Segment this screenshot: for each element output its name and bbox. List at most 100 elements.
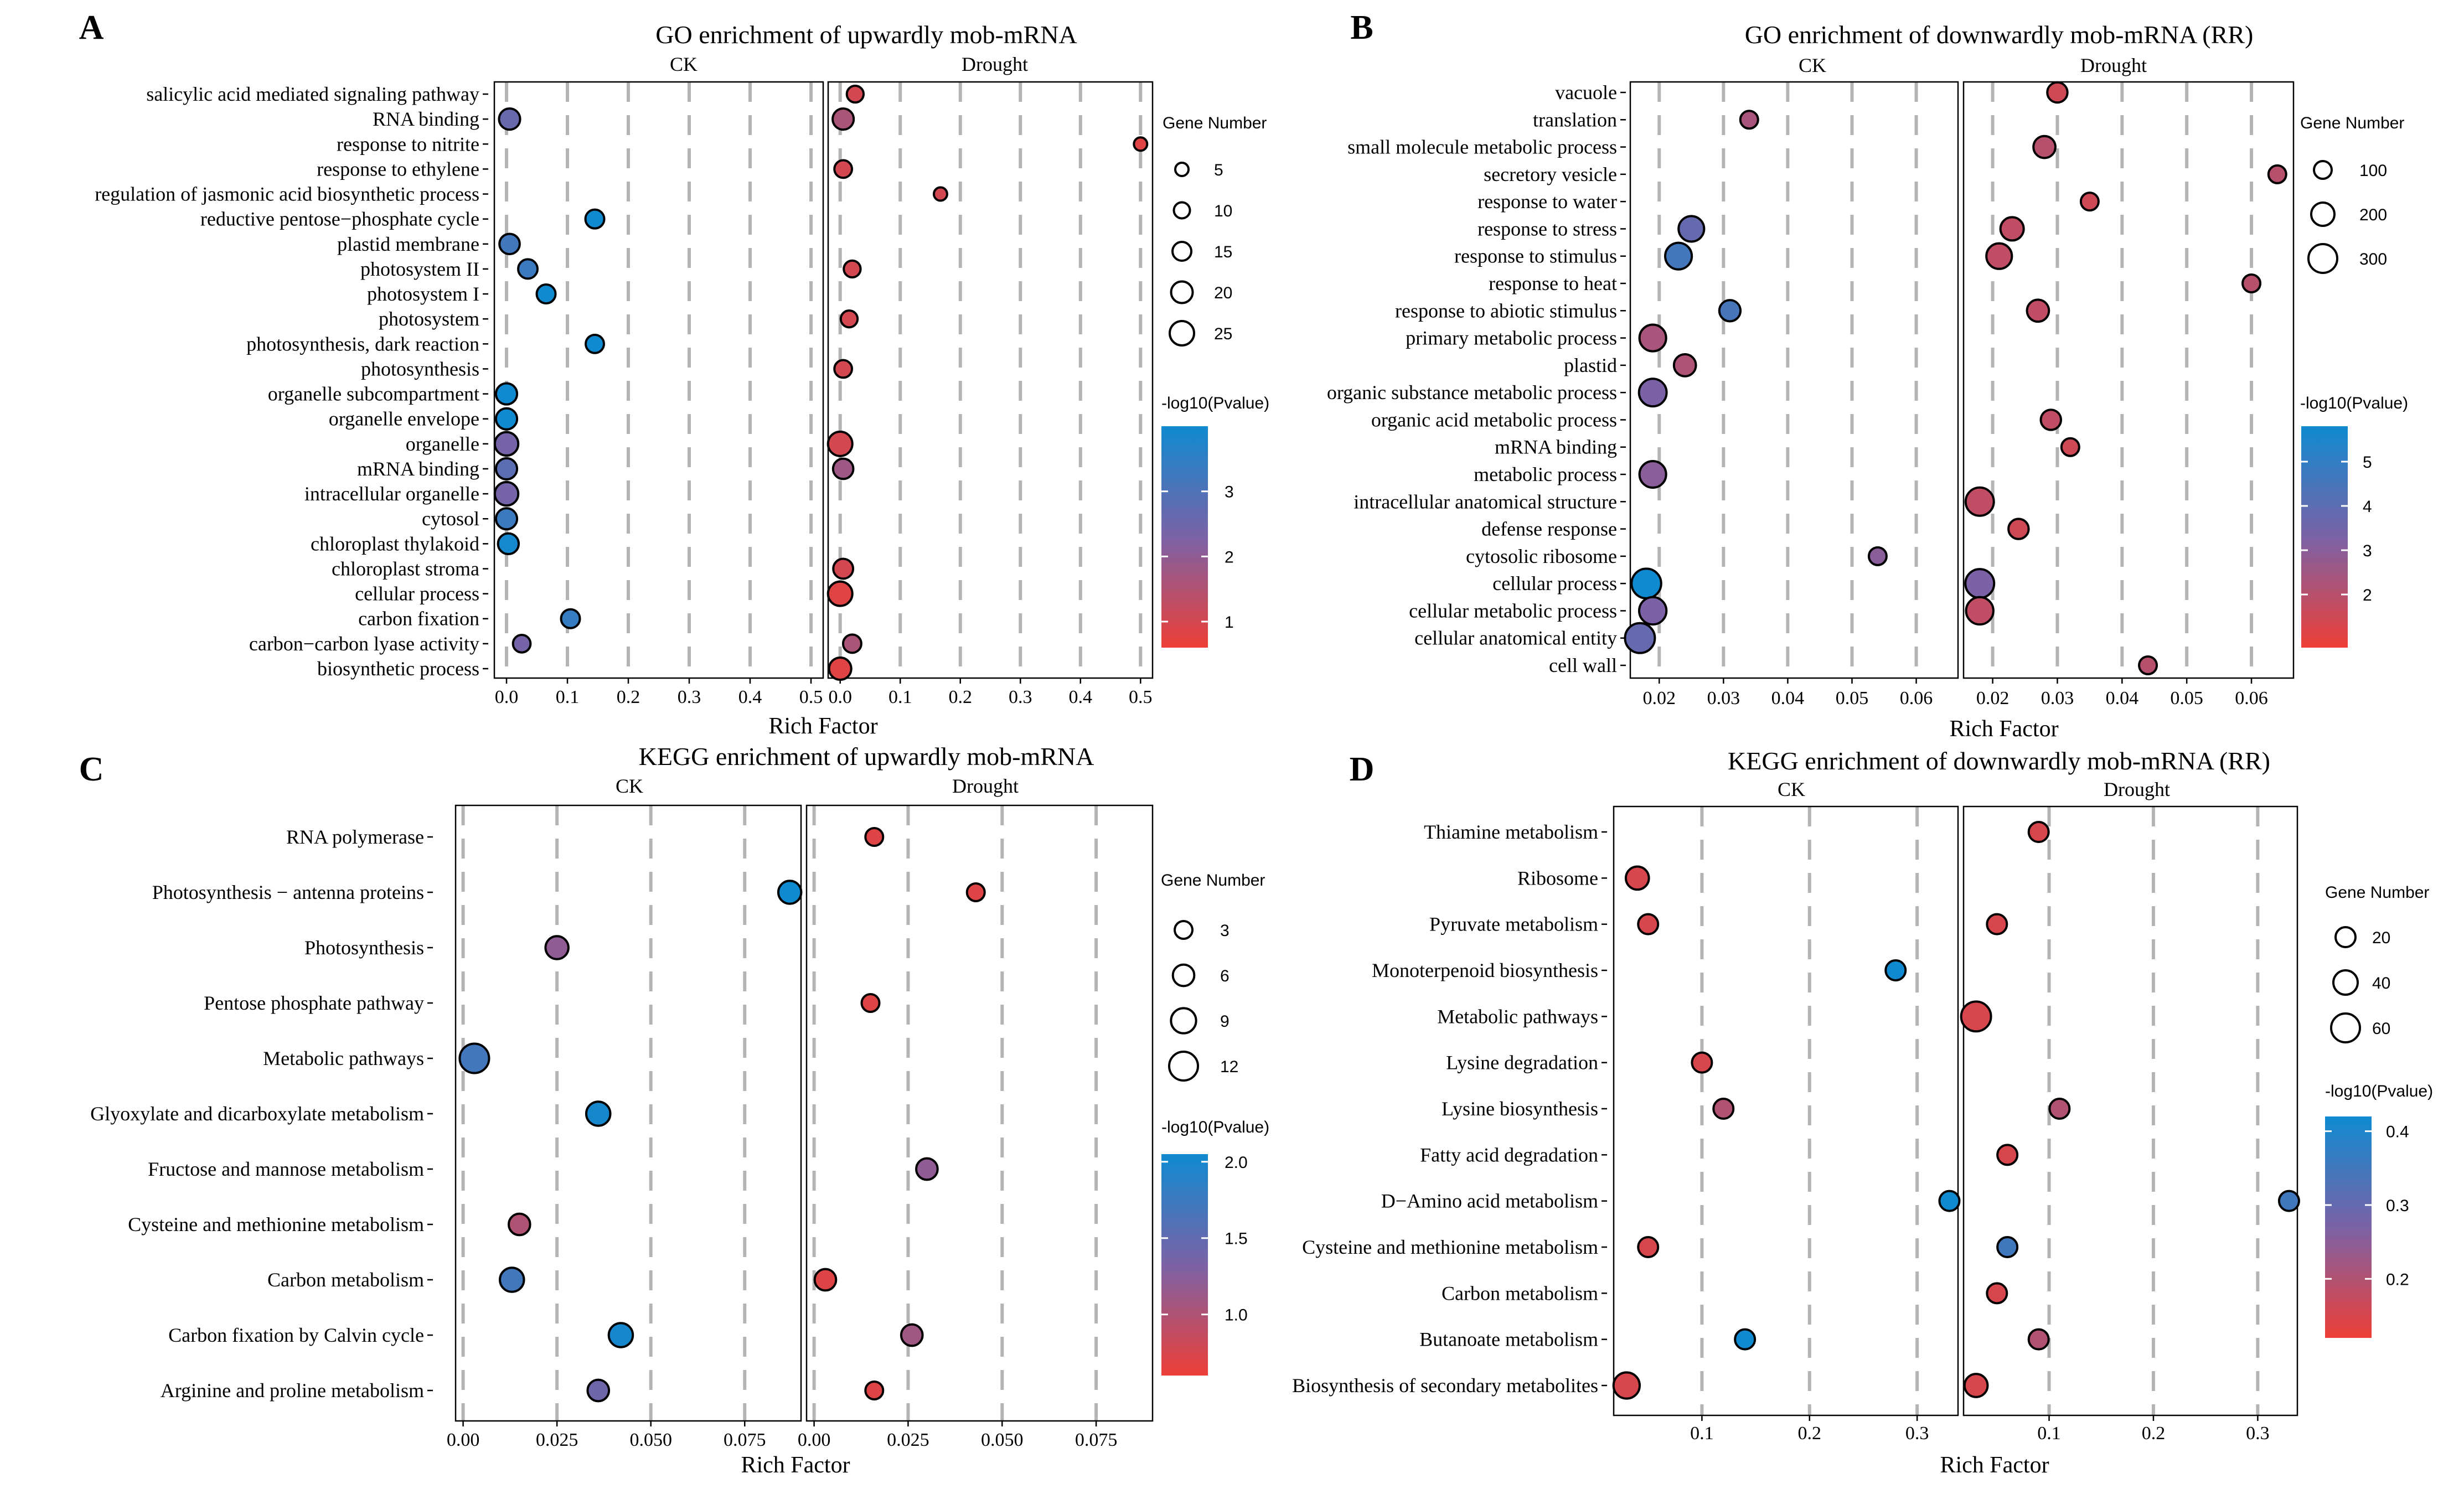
category-label: Cysteine and methionine metabolism — [128, 1213, 424, 1235]
category-label: photosystem I — [367, 283, 479, 305]
size-legend-circle — [2313, 160, 2333, 180]
category-label: plastid — [1564, 354, 1617, 376]
x-tick-label: 0.03 — [2041, 688, 2074, 709]
point-carbon-fixation-by-calvin-cycle — [900, 1323, 924, 1347]
category-label: Fructose and mannose metabolism — [148, 1158, 424, 1180]
category-label: mRNA binding — [357, 458, 479, 480]
size-legend-label: 15 — [1214, 243, 1232, 261]
category-label: salicylic acid mediated signaling pathwa… — [146, 83, 479, 105]
category-label: photosystem II — [360, 258, 479, 280]
facet-frame — [493, 81, 824, 679]
point-biosynthesis-of-secondary-metabolites — [1963, 1373, 1989, 1398]
x-tick-label: 0.050 — [981, 1430, 1024, 1450]
facet-frame — [1962, 81, 2295, 679]
point-metabolic-pathways — [1960, 1000, 1992, 1033]
point-defense-response — [2007, 518, 2030, 540]
colorbar-tick-label: 1.0 — [1225, 1306, 1248, 1325]
x-tick-label: 0.3 — [1009, 687, 1032, 707]
x-tick-label: 0.025 — [536, 1430, 578, 1450]
point-cellular-metabolic-process — [1637, 596, 1668, 626]
category-label: Metabolic pathways — [1437, 1005, 1598, 1027]
category-label: response to nitrite — [337, 133, 479, 155]
point-cellular-process — [1964, 568, 1996, 599]
colorbar-tick-label: 3 — [1225, 483, 1234, 501]
x-tick-label: 0.0 — [495, 687, 519, 707]
point-fatty-acid-degradation — [1996, 1144, 2019, 1166]
size-legend-title: Gene Number — [2300, 114, 2404, 132]
x-tick-label: 0.1 — [1690, 1423, 1714, 1444]
category-label: cellular metabolic process — [1409, 599, 1617, 622]
colorbar-tick-label: 2 — [1225, 548, 1234, 566]
point-translation — [1739, 110, 1759, 130]
x-tick-label: 0.2 — [1798, 1423, 1822, 1444]
x-tick-label: 0.04 — [2106, 688, 2139, 709]
size-legend-label: 300 — [2359, 250, 2387, 268]
point-monoterpenoid-biosynthesis — [1884, 959, 1907, 981]
x-axis-title: Rich Factor — [1940, 1452, 2049, 1478]
x-tick-label: 0.4 — [738, 687, 762, 707]
point-photosynthesis-dark-reaction — [585, 333, 605, 354]
point-salicylic-acid-mediated-signaling-pathway — [845, 84, 865, 104]
point-small-molecule-metabolic-process — [2032, 135, 2057, 159]
point-vacuole — [2046, 81, 2069, 104]
point-intracellular-organelle — [493, 480, 520, 507]
facet-ck: CK 0.1 0.2 0.3 — [1612, 778, 1961, 1444]
size-legend-circle — [1172, 201, 1191, 220]
category-label: Lysine biosynthesis — [1442, 1098, 1598, 1120]
point-response-to-water — [2079, 192, 2100, 212]
x-axis-title: Rich Factor — [768, 714, 877, 739]
point-photosynthesis — [833, 359, 854, 379]
point-chloroplast-stroma — [832, 557, 855, 580]
colorbar-tick-label: 5 — [2363, 453, 2372, 472]
point-response-to-nitrite — [1133, 136, 1149, 152]
facet-frame — [827, 81, 1154, 679]
point-d-amino-acid-metabolism — [1938, 1190, 1961, 1212]
point-regulation-of-jasmonic-acid-biosynthetic-process — [932, 186, 948, 202]
point-arginine-and-proline-metabolism — [586, 1378, 611, 1403]
category-label: plastid membrane — [337, 233, 479, 255]
point-cellular-process — [827, 580, 854, 607]
facet-ck: CK 0.00 0.025 0.050 0.075 — [447, 775, 803, 1450]
colorbar-tick-label: 3 — [2363, 542, 2372, 560]
point-chloroplast-thylakoid — [497, 532, 520, 556]
colorbar-tick-label: 2 — [2363, 586, 2372, 604]
size-legend-label: 200 — [2359, 206, 2387, 224]
point-glyoxylate-and-dicarboxylate-metabolism — [585, 1100, 612, 1127]
category-label: organelle — [406, 433, 479, 455]
chart-title: GO enrichment of upwardly mob-mRNA — [655, 20, 1077, 49]
point-butanoate-metabolism — [1734, 1328, 1757, 1351]
point-secretory-vesicle — [2267, 164, 2287, 184]
category-label: carbon−carbon lyase activity — [249, 633, 479, 655]
colorbar-tick-label: 0.4 — [2386, 1123, 2409, 1141]
category-label: Carbon metabolism — [267, 1269, 424, 1291]
point-photosynthesis-antenna-proteins — [777, 880, 803, 905]
point-response-to-stimulus — [1985, 242, 2013, 270]
category-label: Carbon fixation by Calvin cycle — [168, 1324, 424, 1346]
size-legend-circle — [1171, 241, 1192, 262]
category-label: D−Amino acid metabolism — [1381, 1190, 1598, 1212]
colorbar-tick-label: 0.3 — [2386, 1197, 2409, 1215]
point-carbon-metabolism — [498, 1266, 525, 1293]
colorbar-tick-label: 2.0 — [1225, 1154, 1248, 1172]
point-mrna-binding — [494, 457, 519, 481]
x-tick-label: 0.0 — [828, 687, 852, 707]
facet-frame — [1613, 805, 1959, 1416]
panel-label: B — [1350, 9, 1373, 46]
category-label: Lysine degradation — [1446, 1052, 1598, 1074]
category-label: Glyoxylate and dicarboxylate metabolism — [90, 1103, 424, 1125]
panel-label: A — [79, 9, 104, 46]
colorbar-tick-label: 4 — [2363, 498, 2372, 516]
point-response-to-heat — [2241, 273, 2262, 293]
point-organelle — [493, 431, 520, 457]
category-label: mRNA binding — [1495, 436, 1617, 458]
category-label: cell wall — [1549, 654, 1617, 676]
category-label: Biosynthesis of secondary metabolites — [1292, 1374, 1598, 1397]
category-label: Photosynthesis − antenna proteins — [152, 881, 424, 903]
size-legend-circle — [1170, 1007, 1197, 1035]
colorbar-title: -log10(Pvalue) — [2300, 394, 2408, 412]
facet-frame — [1962, 805, 2298, 1416]
size-legend-label: 20 — [1214, 284, 1232, 302]
point-lysine-biosynthesis — [1712, 1098, 1735, 1120]
point-organic-substance-metabolic-process — [1637, 378, 1668, 408]
category-label: Arginine and proline metabolism — [161, 1379, 424, 1402]
